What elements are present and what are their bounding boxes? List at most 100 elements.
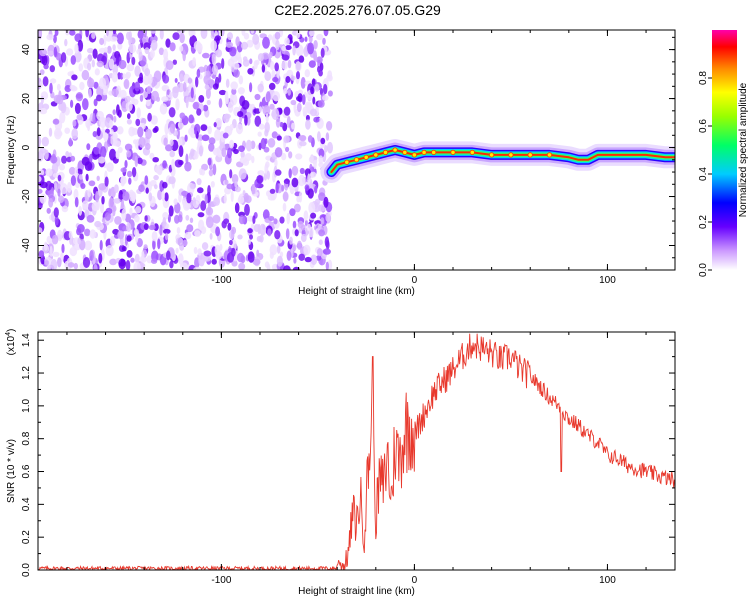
noise-speckle xyxy=(67,181,72,193)
noise-speckle xyxy=(325,261,329,270)
noise-speckle xyxy=(139,94,144,102)
noise-speckle xyxy=(276,245,281,254)
noise-speckle xyxy=(103,132,109,142)
noise-speckle xyxy=(152,157,159,163)
noise-speckle xyxy=(96,127,101,137)
noise-speckle xyxy=(84,228,91,237)
noise-speckle xyxy=(200,200,207,211)
noise-speckle xyxy=(117,109,122,118)
colorbar xyxy=(712,30,737,270)
noise-speckle xyxy=(316,33,324,41)
noise-speckle xyxy=(281,54,290,61)
noise-speckle xyxy=(117,230,125,240)
noise-speckle xyxy=(235,123,244,135)
noise-speckle xyxy=(307,135,313,143)
noise-speckle xyxy=(318,204,326,212)
noise-speckle xyxy=(115,54,120,67)
noise-speckle xyxy=(73,262,79,270)
noise-speckle xyxy=(303,210,309,221)
noise-speckle xyxy=(154,126,159,133)
noise-speckle xyxy=(152,239,156,250)
noise-speckle xyxy=(68,137,72,147)
noise-speckle xyxy=(304,69,310,78)
noise-speckle xyxy=(100,146,107,159)
noise-speckle xyxy=(71,128,78,140)
noise-speckle xyxy=(131,193,136,204)
noise-speckle xyxy=(292,266,300,270)
noise-speckle xyxy=(81,156,90,166)
noise-speckle xyxy=(129,207,133,216)
noise-speckle xyxy=(98,252,103,264)
noise-speckle xyxy=(126,235,132,242)
noise-speckle xyxy=(285,45,292,51)
noise-speckle xyxy=(126,222,132,232)
noise-speckle xyxy=(210,40,217,52)
noise-speckle xyxy=(227,147,232,159)
noise-speckle xyxy=(74,197,79,208)
noise-speckle xyxy=(300,233,307,243)
noise-speckle xyxy=(143,42,151,51)
noise-speckle xyxy=(265,91,271,103)
noise-speckle xyxy=(97,156,106,164)
noise-speckle xyxy=(274,230,281,240)
noise-speckle xyxy=(250,30,255,34)
ridge-peak-point xyxy=(344,159,350,165)
noise-speckle xyxy=(234,181,238,188)
noise-speckle xyxy=(201,163,209,171)
noise-speckle xyxy=(254,93,261,101)
noise-speckle xyxy=(134,81,141,92)
noise-speckle xyxy=(114,184,119,194)
noise-speckle xyxy=(60,101,67,114)
noise-speckle xyxy=(256,175,264,184)
noise-speckle xyxy=(109,36,118,42)
noise-speckle xyxy=(229,169,233,179)
noise-speckle xyxy=(265,113,269,123)
noise-speckle xyxy=(135,232,139,244)
noise-speckle xyxy=(113,115,117,123)
noise-speckle xyxy=(176,227,181,234)
noise-speckle xyxy=(54,30,59,36)
noise-speckle xyxy=(139,72,144,82)
noise-speckle xyxy=(179,112,186,119)
noise-speckle xyxy=(172,59,177,65)
noise-speckle xyxy=(207,157,212,166)
noise-speckle xyxy=(241,100,250,110)
noise-speckle xyxy=(81,69,90,81)
noise-speckle xyxy=(105,245,114,257)
noise-speckle xyxy=(143,244,148,250)
noise-speckle xyxy=(131,56,136,66)
noise-speckle xyxy=(125,260,131,270)
noise-speckle xyxy=(292,45,296,56)
noise-speckle xyxy=(169,150,175,158)
noise-speckle xyxy=(325,213,331,222)
noise-speckle xyxy=(289,236,293,245)
noise-speckle xyxy=(91,201,99,212)
noise-speckle xyxy=(178,122,184,130)
x-tick-label-bottom: -100 xyxy=(211,575,231,586)
ridge-peak-point xyxy=(402,149,408,155)
noise-speckle xyxy=(70,155,76,162)
noise-speckle xyxy=(243,32,250,40)
spectrogram-noise xyxy=(38,30,334,270)
noise-speckle xyxy=(269,103,275,110)
noise-speckle xyxy=(207,202,211,214)
noise-speckle xyxy=(87,189,92,198)
snr-frame xyxy=(37,331,676,571)
noise-speckle xyxy=(290,99,297,106)
noise-speckle xyxy=(93,98,98,107)
noise-speckle xyxy=(85,173,89,182)
noise-speckle xyxy=(211,64,219,76)
noise-speckle xyxy=(249,234,253,240)
noise-speckle xyxy=(137,30,144,39)
noise-speckle xyxy=(121,246,127,252)
noise-speckle xyxy=(214,129,221,141)
noise-speckle xyxy=(212,163,217,176)
noise-speckle xyxy=(200,30,208,39)
noise-speckle xyxy=(283,265,291,270)
noise-speckle xyxy=(111,88,119,97)
noise-speckle xyxy=(318,192,326,201)
colorbar-label: Normalized spectral amplitude xyxy=(738,82,749,217)
noise-speckle xyxy=(78,63,84,72)
noise-speckle xyxy=(85,30,89,38)
noise-speckle xyxy=(178,145,184,158)
